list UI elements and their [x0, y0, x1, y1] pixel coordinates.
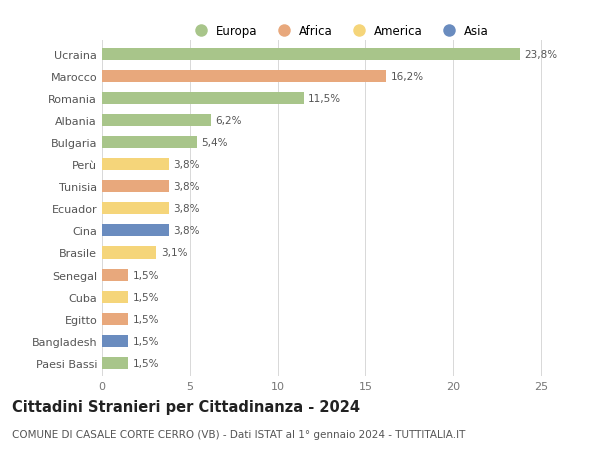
- Text: 1,5%: 1,5%: [133, 358, 159, 368]
- Text: 1,5%: 1,5%: [133, 292, 159, 302]
- Bar: [102, 247, 157, 259]
- Text: 1,5%: 1,5%: [133, 336, 159, 346]
- Bar: [102, 291, 128, 303]
- Bar: [102, 225, 169, 237]
- Bar: [102, 357, 128, 369]
- Text: 6,2%: 6,2%: [215, 116, 242, 126]
- Bar: [102, 137, 197, 149]
- Text: Cittadini Stranieri per Cittadinanza - 2024: Cittadini Stranieri per Cittadinanza - 2…: [12, 399, 360, 414]
- Bar: [102, 115, 211, 127]
- Text: COMUNE DI CASALE CORTE CERRO (VB) - Dati ISTAT al 1° gennaio 2024 - TUTTITALIA.I: COMUNE DI CASALE CORTE CERRO (VB) - Dati…: [12, 429, 466, 439]
- Bar: [102, 71, 386, 83]
- Text: 3,8%: 3,8%: [173, 204, 200, 214]
- Text: 3,8%: 3,8%: [173, 182, 200, 192]
- Text: 11,5%: 11,5%: [308, 94, 341, 104]
- Text: 3,1%: 3,1%: [161, 248, 187, 258]
- Legend: Europa, Africa, America, Asia: Europa, Africa, America, Asia: [184, 20, 494, 43]
- Bar: [102, 335, 128, 347]
- Text: 23,8%: 23,8%: [524, 50, 557, 60]
- Text: 3,8%: 3,8%: [173, 226, 200, 236]
- Text: 16,2%: 16,2%: [391, 72, 424, 82]
- Bar: [102, 93, 304, 105]
- Bar: [102, 203, 169, 215]
- Bar: [102, 181, 169, 193]
- Bar: [102, 313, 128, 325]
- Bar: [102, 269, 128, 281]
- Bar: [102, 159, 169, 171]
- Text: 1,5%: 1,5%: [133, 314, 159, 324]
- Text: 3,8%: 3,8%: [173, 160, 200, 170]
- Text: 5,4%: 5,4%: [201, 138, 227, 148]
- Bar: [102, 49, 520, 61]
- Text: 1,5%: 1,5%: [133, 270, 159, 280]
